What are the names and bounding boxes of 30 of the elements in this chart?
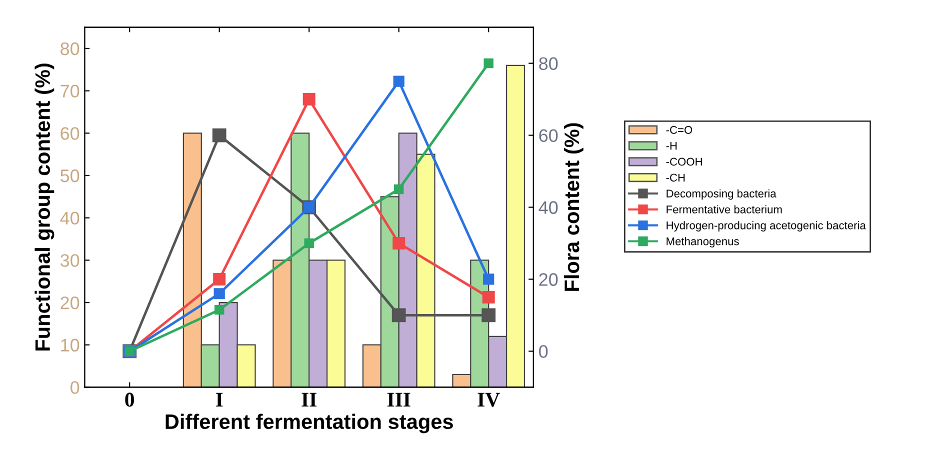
legend-label: -CH (666, 174, 685, 182)
x-tick-label: 0 (125, 392, 134, 407)
y-tick-label: 60 (60, 127, 80, 140)
legend-label: Methanogenus (666, 237, 739, 248)
y-tick-label: 10 (61, 338, 80, 352)
legend-label: Fermentative bacterium (666, 205, 782, 214)
y2-tick-label: 40 (538, 201, 558, 214)
legend-label: Hydrogen-producing acetogenic bacteria (666, 221, 866, 232)
y-tick-label: 20 (60, 296, 80, 310)
y-tick-label: 80 (60, 42, 80, 56)
y2-tick-label: 0 (539, 345, 548, 358)
y2-tick-label: 60 (539, 129, 558, 142)
y-tick-label: 50 (60, 169, 80, 182)
y2-axis-title: Flora content (%) (564, 123, 584, 291)
legend-label: -C=O (666, 126, 692, 134)
y-tick-label: 30 (60, 254, 80, 267)
y2-tick-label: 20 (539, 273, 558, 286)
legend-label: -H (666, 142, 677, 150)
y-tick-label: 40 (60, 212, 80, 225)
y-tick-label: 0 (70, 381, 80, 394)
legend-label: -COOH (666, 158, 702, 166)
x-axis-title: Different fermentation stages (166, 414, 453, 434)
y-axis-title: Functional group content (%) (34, 64, 54, 351)
y2-tick-label: 80 (539, 57, 558, 70)
x-tick-label: IV (478, 392, 500, 407)
y-tick-label: 70 (60, 84, 80, 98)
legend-label: Decomposing bacteria (666, 189, 776, 200)
x-tick-label: I (216, 392, 223, 407)
x-tick-label: II (302, 392, 316, 407)
x-tick-label: III (387, 392, 410, 407)
